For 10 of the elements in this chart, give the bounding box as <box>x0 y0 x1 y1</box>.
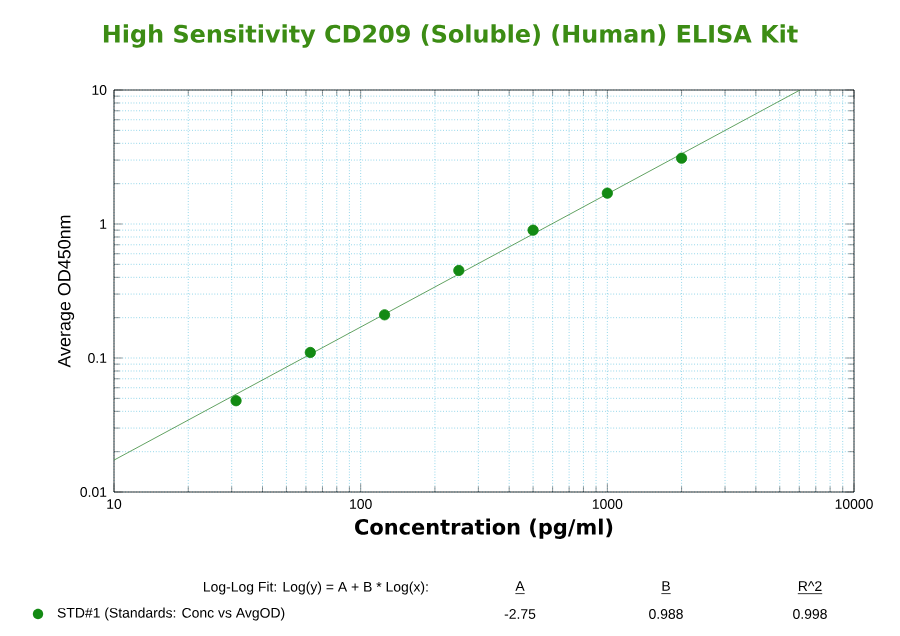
x-axis-title: Concentration (pg/ml) <box>355 518 613 539</box>
point <box>304 346 316 359</box>
y-axis-title: Average OD450nm <box>57 215 75 368</box>
chart-title: High Sensitivity CD209 (Soluble) (Human) ELISA Kit <box>103 24 798 48</box>
point <box>527 224 539 236</box>
point <box>453 264 465 277</box>
point <box>601 187 613 199</box>
point <box>378 309 391 321</box>
point <box>230 395 242 407</box>
point <box>676 152 688 164</box>
